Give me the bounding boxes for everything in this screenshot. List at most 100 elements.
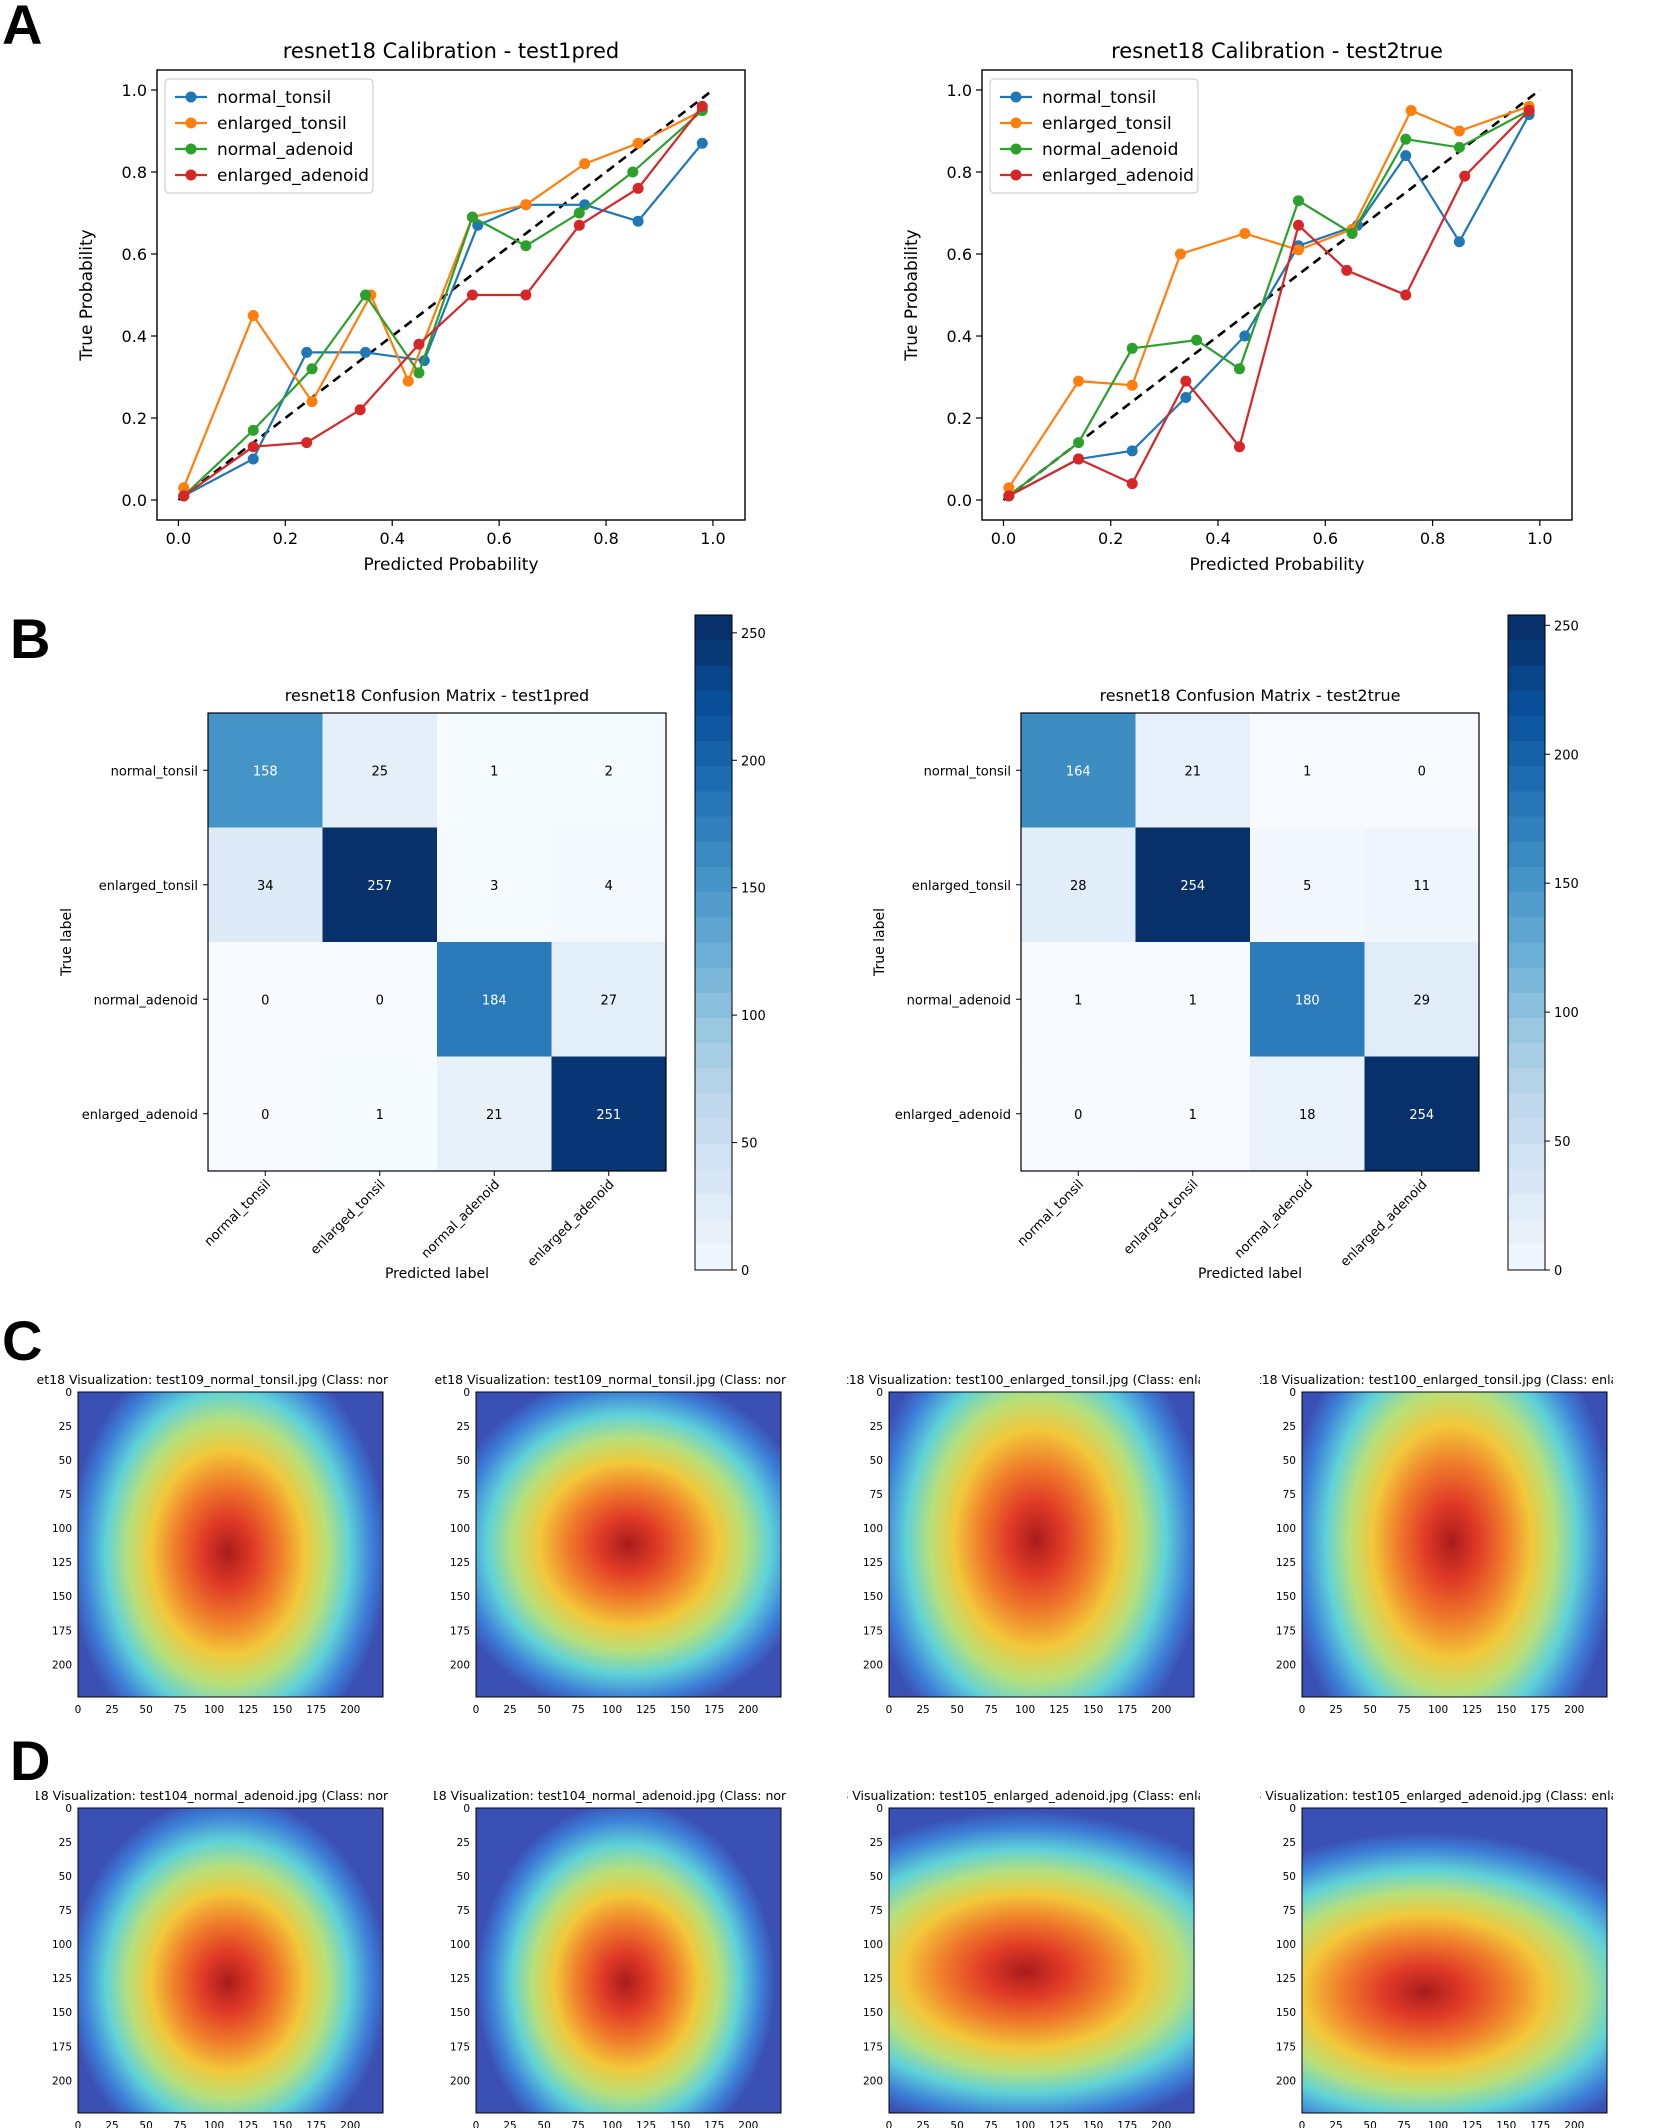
y-tick-label: 0.0 bbox=[122, 491, 147, 510]
colorbar-segment bbox=[1508, 766, 1545, 792]
colorbar-segment bbox=[695, 1219, 732, 1246]
heatmap-activation bbox=[889, 1392, 1194, 1697]
data-point-enlarged_tonsil bbox=[247, 310, 259, 322]
y-tick-label: 25 bbox=[870, 1421, 883, 1433]
x-tick-label: 25 bbox=[916, 1704, 929, 1716]
matrix-cell bbox=[1364, 1056, 1480, 1172]
x-tick-label: 75 bbox=[173, 2120, 186, 2128]
colorbar-tick-label: 200 bbox=[741, 754, 766, 769]
column-label: normal_adenoid bbox=[1232, 1177, 1316, 1261]
colorbar-tick-label: 250 bbox=[1554, 619, 1579, 634]
heatmap-activation bbox=[78, 1808, 383, 2113]
data-point-enlarged_adenoid bbox=[1180, 375, 1192, 387]
x-tick-label: 75 bbox=[984, 1704, 997, 1716]
data-point-enlarged_tonsil bbox=[306, 396, 318, 408]
y-tick-label: 50 bbox=[457, 1455, 470, 1467]
data-point-normal_tonsil bbox=[1453, 236, 1465, 248]
y-tick-label: 150 bbox=[863, 2007, 883, 2019]
legend-swatch-marker bbox=[185, 169, 197, 181]
matrix-cell bbox=[437, 942, 552, 1057]
colorbar-segment bbox=[1508, 866, 1545, 893]
data-point-enlarged_tonsil bbox=[1126, 379, 1138, 391]
row-label: normal_adenoid bbox=[94, 993, 198, 1008]
column-label: enlarged_adenoid bbox=[1338, 1177, 1431, 1270]
cell-value: 254 bbox=[1180, 879, 1205, 894]
row-label: enlarged_tonsil bbox=[99, 879, 198, 894]
colorbar-tick-label: 100 bbox=[1554, 1006, 1579, 1021]
data-point-enlarged_adenoid bbox=[1003, 490, 1015, 502]
heatmap-title: resnet18 Visualization: test109_normal_t… bbox=[408, 1372, 850, 1387]
heatmap-title: resnet18 Visualization: test100_enlarged… bbox=[809, 1372, 1274, 1387]
column-label: enlarged_tonsil bbox=[1121, 1177, 1202, 1258]
heatmap-frame bbox=[888, 1391, 1195, 1698]
gradcam-panel-7: resnet18 Visualization: test105_enlarged… bbox=[847, 1788, 1200, 2128]
y-tick-label: 25 bbox=[870, 1837, 883, 1849]
matrix-title: resnet18 Confusion Matrix - test2true bbox=[1100, 686, 1401, 705]
y-tick-label: 50 bbox=[870, 1871, 883, 1883]
colorbar-segment bbox=[695, 942, 732, 969]
y-tick-label: 75 bbox=[870, 1905, 883, 1917]
x-tick-label: 75 bbox=[571, 2120, 584, 2128]
cell-value: 158 bbox=[253, 764, 278, 779]
x-tick-label: 25 bbox=[105, 1704, 118, 1716]
y-tick-label: 200 bbox=[52, 1659, 72, 1671]
y-tick-label: 175 bbox=[863, 2041, 883, 2053]
y-tick-label: 0 bbox=[65, 1387, 72, 1399]
y-tick-label: 100 bbox=[52, 1939, 72, 1951]
x-tick-label: 0.0 bbox=[991, 529, 1016, 548]
matrix-cell bbox=[208, 827, 323, 943]
data-point-normal_adenoid bbox=[1191, 334, 1203, 346]
y-tick-label: 50 bbox=[1283, 1871, 1296, 1883]
data-point-enlarged_adenoid bbox=[178, 490, 190, 502]
heatmap-activation bbox=[476, 1392, 781, 1697]
series-line-enlarged_tonsil bbox=[182, 109, 703, 489]
legend-box bbox=[164, 78, 374, 194]
row-label: normal_tonsil bbox=[924, 764, 1011, 779]
y-tick-label: 50 bbox=[457, 1871, 470, 1883]
x-tick-label: 125 bbox=[636, 1704, 656, 1716]
x-tick-label: 50 bbox=[139, 2120, 152, 2128]
matrix-cell bbox=[1021, 942, 1136, 1057]
colorbar-segment bbox=[1508, 1018, 1545, 1044]
y-tick-label: 200 bbox=[450, 2075, 470, 2087]
data-point-normal_adenoid bbox=[520, 240, 532, 252]
row-label: enlarged_adenoid bbox=[895, 1108, 1011, 1123]
matrix-cell bbox=[437, 1056, 552, 1172]
data-point-normal_tonsil bbox=[247, 453, 259, 465]
matrix-cell bbox=[208, 1056, 323, 1172]
y-tick-label: 150 bbox=[52, 2007, 72, 2019]
data-point-normal_adenoid bbox=[573, 207, 585, 219]
matrix-cell bbox=[551, 1056, 667, 1172]
heatmap-frame bbox=[475, 1391, 782, 1698]
gradcam-panel-4: resnet18 Visualization: test100_enlarged… bbox=[1260, 1372, 1613, 1716]
series-line-normal_tonsil bbox=[1008, 114, 1531, 497]
y-tick-label: 200 bbox=[863, 2075, 883, 2087]
data-point-normal_tonsil bbox=[1400, 150, 1412, 162]
cell-value: 3 bbox=[490, 879, 498, 894]
x-tick-label: 175 bbox=[1530, 2120, 1550, 2128]
matrix-cell bbox=[1021, 827, 1136, 943]
y-tick-label: 0.6 bbox=[947, 245, 972, 264]
x-tick-label: 0 bbox=[75, 1704, 82, 1716]
y-tick-label: 125 bbox=[52, 1557, 72, 1569]
legend-swatch-marker bbox=[185, 143, 197, 155]
colorbar-segment bbox=[695, 690, 732, 717]
y-tick-label: 200 bbox=[863, 1659, 883, 1671]
colorbar-segment bbox=[1508, 917, 1545, 944]
heatmap-activation bbox=[78, 1392, 383, 1697]
heatmap-frame bbox=[1301, 1807, 1608, 2114]
matrix-cell bbox=[1135, 942, 1251, 1057]
colorbar-segment bbox=[1508, 816, 1545, 843]
colorbar-segment bbox=[1508, 1144, 1545, 1170]
cell-value: 1 bbox=[1303, 764, 1311, 779]
cell-value: 29 bbox=[1413, 993, 1430, 1008]
colorbar-segment bbox=[695, 967, 732, 994]
data-point-enlarged_adenoid bbox=[632, 182, 644, 194]
y-tick-label: 150 bbox=[1276, 2007, 1296, 2019]
x-tick-label: 200 bbox=[738, 1704, 758, 1716]
data-point-enlarged_adenoid bbox=[1073, 453, 1085, 465]
colorbar-segment bbox=[1508, 1244, 1545, 1271]
matrix-cell bbox=[1250, 1056, 1365, 1172]
data-point-normal_adenoid bbox=[1073, 437, 1085, 449]
x-tick-label: 75 bbox=[571, 1704, 584, 1716]
